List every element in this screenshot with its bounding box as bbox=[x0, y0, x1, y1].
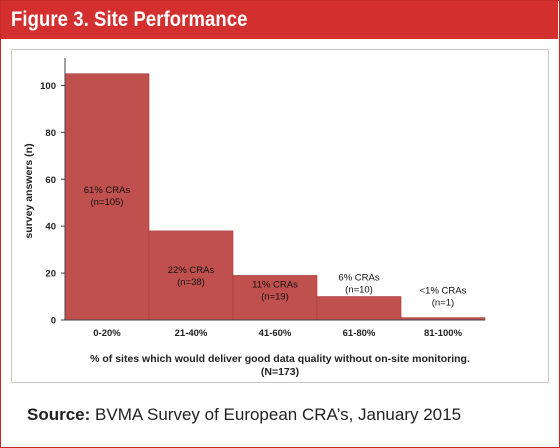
x-tick-label: 81-100% bbox=[424, 328, 463, 339]
y-tick-label: 20 bbox=[45, 269, 56, 280]
y-axis-label: survey answers (n) bbox=[23, 143, 35, 238]
y-tick-label: 80 bbox=[45, 128, 56, 139]
source-note: Source: BVMA Survey of European CRA’s, J… bbox=[27, 405, 461, 425]
bar-labels-layer: 61% CRAs (n=105) 22% CRAs (n=38) 11% CRAs (n=… bbox=[84, 185, 467, 309]
bar-data-label: 6% CRAs (n=10) bbox=[338, 273, 379, 296]
bar-21-40% bbox=[148, 230, 234, 321]
y-tick-label: 0 bbox=[51, 316, 56, 327]
x-tick-label: 21-40% bbox=[175, 328, 208, 339]
axis-layer: 0 20 40 60 80 100 0-20% 21-40% 41-60% 61-80% 81-10… bbox=[40, 58, 485, 339]
bar-data-label: 61% CRAs (n=105) bbox=[84, 185, 131, 208]
bars-layer bbox=[64, 73, 486, 321]
x-tick-label: 41-60% bbox=[259, 328, 292, 339]
y-tick-label: 100 bbox=[40, 81, 56, 92]
bar-chart: 61% CRAs (n=105) 22% CRAs (n=38) 11% CRAs (n=… bbox=[23, 58, 486, 378]
figure-title-bar: Figure 3. Site Performance bbox=[1, 1, 558, 39]
bar-data-label: 22% CRAs (n=38) bbox=[168, 265, 215, 288]
bar-data-label: <1% CRAs (n=1) bbox=[420, 286, 467, 309]
source-text: BVMA Survey of European CRA’s, January 2… bbox=[95, 405, 462, 424]
bar-61-80% bbox=[316, 296, 402, 321]
x-axis-label: % of sites which would deliver good data… bbox=[90, 353, 470, 365]
chart-panel: 61% CRAs (n=105) 22% CRAs (n=38) 11% CRAs (n=… bbox=[11, 49, 549, 383]
source-label: Source: bbox=[27, 405, 91, 424]
x-axis-label-note: (N=173) bbox=[261, 366, 299, 378]
y-tick-label: 60 bbox=[45, 175, 56, 186]
bar-data-label: 11% CRAs (n=19) bbox=[252, 279, 298, 302]
figure-title: Figure 3. Site Performance bbox=[11, 8, 248, 31]
bar-41-60% bbox=[232, 275, 318, 321]
x-tick-label: 0-20% bbox=[93, 328, 121, 339]
x-tick-label: 61-80% bbox=[343, 328, 376, 339]
y-tick-label: 40 bbox=[45, 222, 56, 233]
bar-0-20% bbox=[64, 73, 150, 321]
